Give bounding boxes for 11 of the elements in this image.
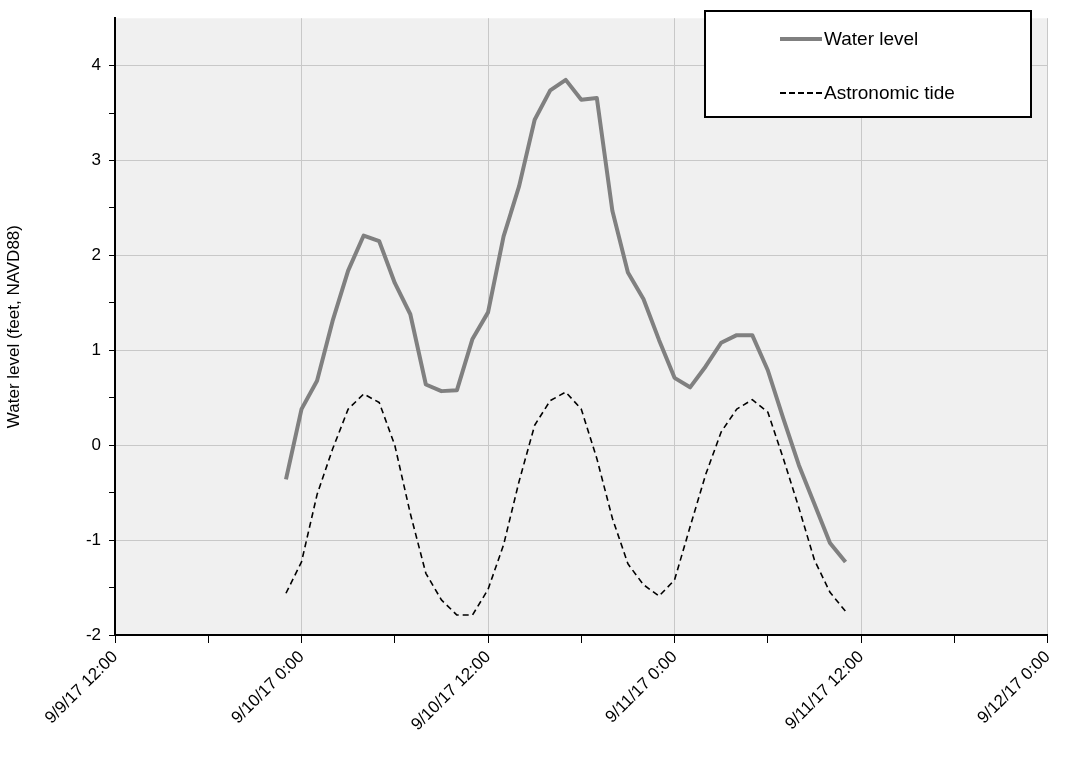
line-series	[285, 391, 847, 616]
y-axis-title: Water level (feet, NAVD88)	[3, 225, 23, 429]
y-tick-label: 4	[91, 55, 101, 75]
y-tick-label: -1	[85, 529, 101, 549]
y-tick-label: 2	[91, 245, 101, 265]
legend-label: Astronomic tide	[824, 82, 955, 104]
y-tick-label: -2	[85, 624, 101, 644]
legend-label: Water level	[824, 28, 919, 50]
y-tick-label: 3	[91, 150, 101, 170]
y-tick-label: 1	[91, 340, 101, 360]
y-tick-label: 0	[91, 434, 101, 454]
